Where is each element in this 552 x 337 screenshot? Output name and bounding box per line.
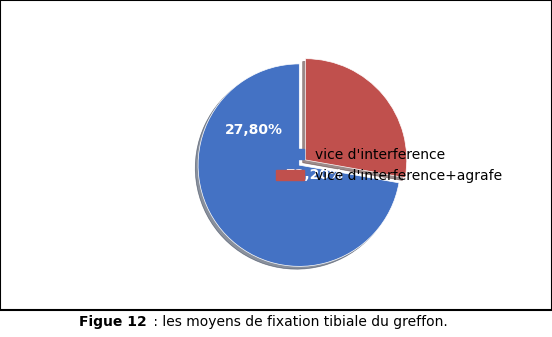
Wedge shape xyxy=(198,64,399,266)
Text: Figue 12: Figue 12 xyxy=(78,314,146,329)
Text: 72,20%: 72,20% xyxy=(285,168,343,182)
Text: : les moyens de fixation tibiale du greffon.: : les moyens de fixation tibiale du gref… xyxy=(149,314,448,329)
Wedge shape xyxy=(305,59,407,178)
Legend: vice d'interference, vice d'interference+agrafe: vice d'interference, vice d'interference… xyxy=(270,142,507,188)
Text: 27,80%: 27,80% xyxy=(225,123,283,137)
